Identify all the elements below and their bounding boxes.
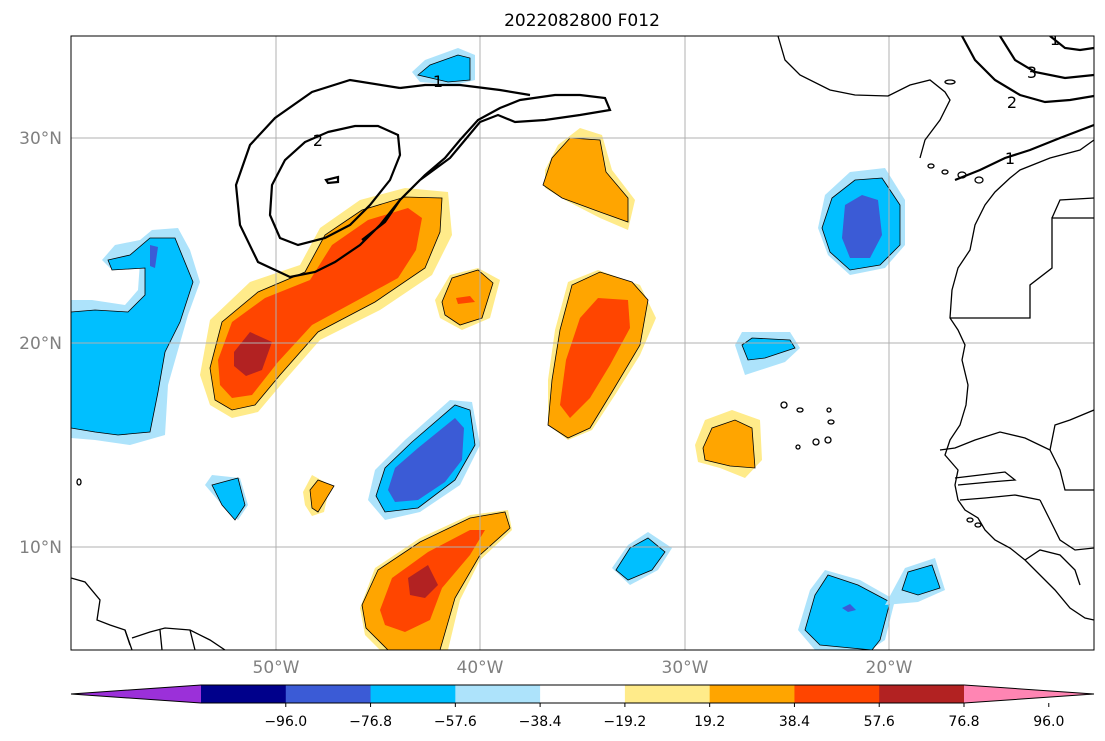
contour-3-northeast <box>999 36 1094 80</box>
border-guinea-bissau <box>959 494 1041 501</box>
pos-anomaly-small-c-core <box>309 479 335 513</box>
canary-island-1 <box>927 163 935 169</box>
africa-coast <box>944 139 1094 621</box>
madeira-island <box>944 79 956 85</box>
lon-label-50w: 50°W <box>253 658 300 678</box>
contour-labels: 1 2 1 3 2 1 <box>313 30 1060 168</box>
colorbar-tick-label: −76.8 <box>349 714 392 730</box>
iberia-coast <box>777 36 951 159</box>
lat-label-10n: 10°N <box>19 538 62 558</box>
cape-verde-2 <box>796 407 804 413</box>
border-sierra-leone <box>1024 549 1081 586</box>
colorbar-segment <box>370 685 456 703</box>
island-west <box>76 478 82 486</box>
colorbar-segment <box>201 685 287 703</box>
colorbar-segment <box>624 685 711 703</box>
colorbar-segment <box>540 685 626 703</box>
colorbar-segment <box>794 685 880 703</box>
cape-verde-3 <box>826 407 832 413</box>
colorbar-tick-label: 76.8 <box>948 714 979 730</box>
colorbar-tick-label: 38.4 <box>779 714 810 730</box>
bissagos-1 <box>966 517 974 523</box>
canary-island-4 <box>974 176 984 184</box>
colorbar: −96.0 −76.8 −57.6 −38.4 −19.2 19.2 38.4 57.6 76.… <box>70 684 1095 730</box>
border-gambia <box>954 471 1017 486</box>
contour-label-4: 3 <box>1027 63 1037 82</box>
contour-label-5: 2 <box>1007 93 1017 112</box>
colorbar-tick-label: 96.0 <box>1033 714 1064 730</box>
cape-verde-5 <box>812 438 820 446</box>
pos-anomaly-small-a-strong <box>456 296 475 304</box>
cape-verde-6 <box>824 436 832 444</box>
lon-label-20w: 20°W <box>866 658 913 678</box>
neg-anomaly-west-core <box>71 237 194 436</box>
contour-1-north <box>399 83 531 97</box>
pos-anomaly-north-core <box>542 137 629 223</box>
contour-label-1: 1 <box>433 72 443 91</box>
lat-label-30n: 30°N <box>19 129 62 149</box>
bissagos-2 <box>974 522 982 528</box>
contour-1-northeast <box>1049 36 1094 52</box>
cape-verde-7 <box>795 444 801 450</box>
graticule <box>71 36 1094 650</box>
contour-label-2: 2 <box>313 131 323 150</box>
neg-anomaly-west-dark <box>150 245 158 268</box>
lat-label-20n: 20°N <box>19 334 62 354</box>
neg-anomaly-small-e-core <box>615 537 666 581</box>
pos-anomaly-south-extreme <box>408 565 438 598</box>
contour-label-6: 1 <box>1005 149 1015 168</box>
colorbar-tick-label: 57.6 <box>864 714 895 730</box>
cape-verde-4 <box>827 419 835 425</box>
colorbar-segment <box>285 685 372 703</box>
colorbar-segment <box>879 685 965 703</box>
colorbar-extend-low <box>71 685 201 703</box>
coastlines <box>71 36 1094 650</box>
contour-small-loop <box>324 175 340 185</box>
pos-anomaly-mid-strong <box>560 298 630 418</box>
canary-island-2 <box>941 169 949 175</box>
contour-2-west <box>268 124 402 247</box>
figure-title: 2022082800 F012 <box>504 11 660 31</box>
colorbar-segment <box>455 685 541 703</box>
map-frame <box>70 35 1095 651</box>
south-america-border <box>124 629 196 650</box>
colorbar-tick-label: −38.4 <box>519 714 562 730</box>
lon-label-40w: 40°W <box>457 658 504 678</box>
border-western-sahara <box>950 217 1094 319</box>
contour-label-3: 1 <box>1050 30 1060 49</box>
map-area: 1 2 1 3 2 1 <box>71 30 1094 650</box>
neg-anomaly-northeast-strong <box>842 195 882 258</box>
border-guinea <box>1039 499 1094 551</box>
south-america-coast <box>71 577 133 650</box>
border-mali <box>1049 409 1094 451</box>
border-senegal <box>939 431 1094 491</box>
south-america-coast-2 <box>131 627 226 650</box>
pos-anomaly-east-core <box>702 419 756 469</box>
colorbar-extend-high <box>964 685 1094 703</box>
neg-anomaly-small-f-core <box>901 564 941 596</box>
border-mauritania-north <box>1051 197 1094 219</box>
neg-anomaly-southeast-strong <box>842 604 856 612</box>
colorbar-tick-label: −19.2 <box>603 714 646 730</box>
contour-1-east <box>954 123 1094 182</box>
pos-anomaly-band-strong <box>218 208 422 398</box>
contour-1-west <box>234 78 612 279</box>
neg-anomaly-north-core <box>417 54 471 83</box>
colorbar-outline <box>70 684 1095 704</box>
neg-anomaly-central-strong <box>388 418 464 502</box>
contour-lines <box>234 36 1094 279</box>
colorbar-tick-label: −57.6 <box>434 714 477 730</box>
contour-2-northeast <box>961 36 1094 104</box>
colorbar-tick-label: −96.0 <box>264 714 307 730</box>
colorbar-segment <box>709 685 795 703</box>
lon-label-30w: 30°W <box>662 658 709 678</box>
cape-verde-1 <box>780 401 788 409</box>
colorbar-tick-label: 19.2 <box>694 714 725 730</box>
neg-anomaly-small-b-core <box>211 477 246 521</box>
